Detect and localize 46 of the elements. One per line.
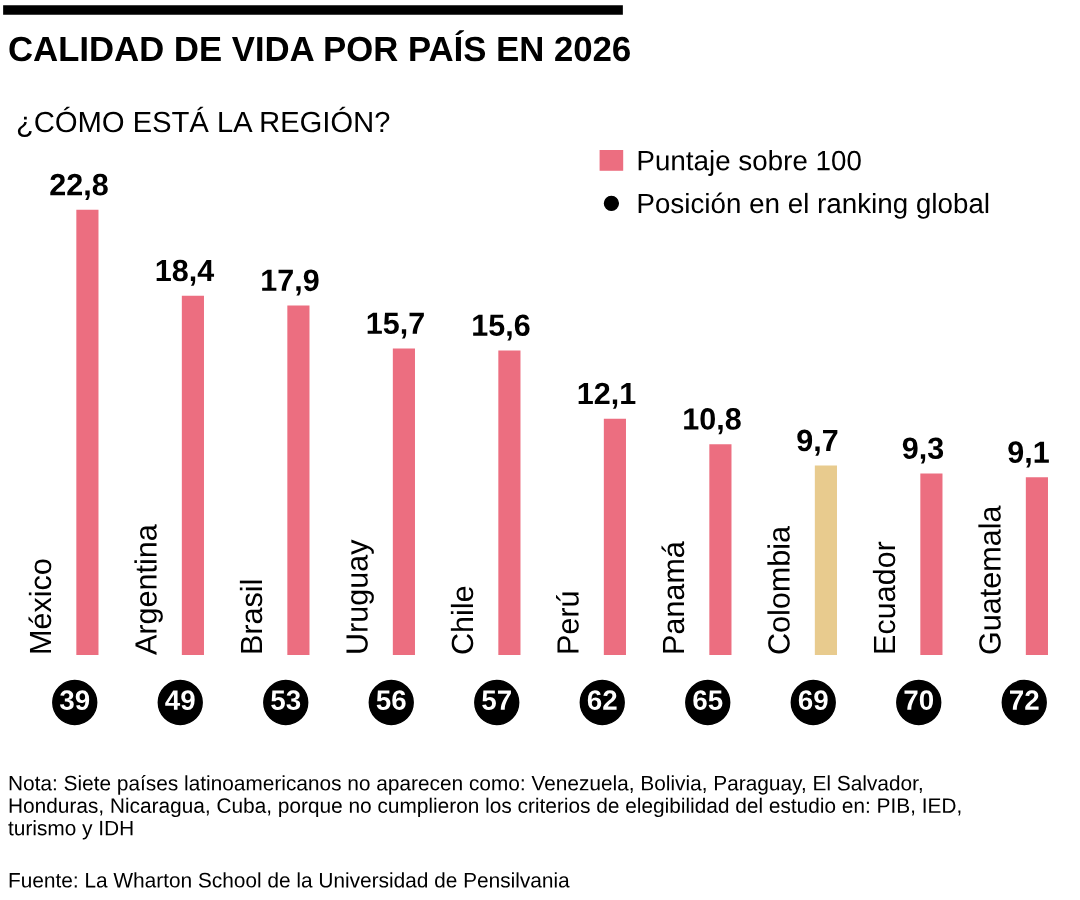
source-note: Fuente: La Wharton School de la Universidad de Pensilvania bbox=[9, 872, 570, 888]
annotation: Posición en el ranking global bbox=[638, 192, 989, 219]
x-tick-label: Guatemala bbox=[978, 505, 1001, 654]
text: 62 bbox=[587, 690, 617, 710]
bar bbox=[498, 350, 521, 655]
chart-title: CALIDAD DE VIDA POR PAÍS EN 2026 bbox=[9, 30, 630, 62]
data-label: 15,6 bbox=[473, 314, 530, 341]
data-label: 15,7 bbox=[367, 312, 424, 339]
text: 72 bbox=[1010, 690, 1039, 710]
data-label: 9,7 bbox=[797, 429, 838, 456]
data-label: 9,1 bbox=[1008, 441, 1049, 468]
x-tick-label: Uruguay bbox=[346, 539, 374, 653]
bar bbox=[920, 473, 943, 655]
bar bbox=[392, 348, 415, 655]
text: 39 bbox=[59, 690, 90, 710]
text: 70 bbox=[904, 690, 934, 710]
x-tick-label: Perú bbox=[556, 592, 579, 653]
bar bbox=[603, 418, 626, 655]
text: 69 bbox=[798, 690, 828, 710]
x-tick-label: Brasil bbox=[239, 580, 263, 653]
x-tick-label: Chile bbox=[450, 586, 474, 654]
data-label: 10,8 bbox=[684, 408, 741, 435]
x-tick-label: Panamá bbox=[661, 541, 685, 653]
data-label: 9,3 bbox=[902, 437, 944, 464]
chart-subtitle: ¿CÓMO ESTÁ LA REGIÓN? bbox=[17, 106, 390, 138]
x-tick-label: Argentina bbox=[134, 524, 163, 655]
legend-label: Puntaje sobre 100 bbox=[638, 150, 861, 176]
x-tick-label: Ecuador bbox=[872, 541, 896, 653]
bar bbox=[76, 209, 99, 655]
text: 53 bbox=[271, 690, 301, 710]
data-label: 12,1 bbox=[578, 382, 636, 409]
data-label: 17,9 bbox=[262, 269, 319, 296]
bar bbox=[1025, 477, 1048, 655]
bar bbox=[181, 295, 204, 655]
text: 56 bbox=[376, 690, 406, 710]
text: 49 bbox=[165, 690, 195, 710]
bar bbox=[814, 465, 837, 655]
x-tick-label: México bbox=[28, 559, 52, 653]
data-label: 18,4 bbox=[156, 259, 215, 286]
data-label: 22,8 bbox=[50, 173, 108, 200]
text: Nota: Siete países latinoamericanos no aparecen como: Venezuela, Bolivia, Paraguay, El Salvador, Honduras, Nicaragua, Cuba, porque no cumplieron los criterios de elegibilidad del estudio en: PIB, IED, turismo y IDH bbox=[8, 775, 961, 840]
bar bbox=[287, 305, 310, 655]
x-tick-label: Colombia bbox=[767, 525, 790, 654]
bar bbox=[709, 444, 732, 655]
text: 57 bbox=[482, 690, 511, 710]
text: 65 bbox=[693, 690, 723, 710]
